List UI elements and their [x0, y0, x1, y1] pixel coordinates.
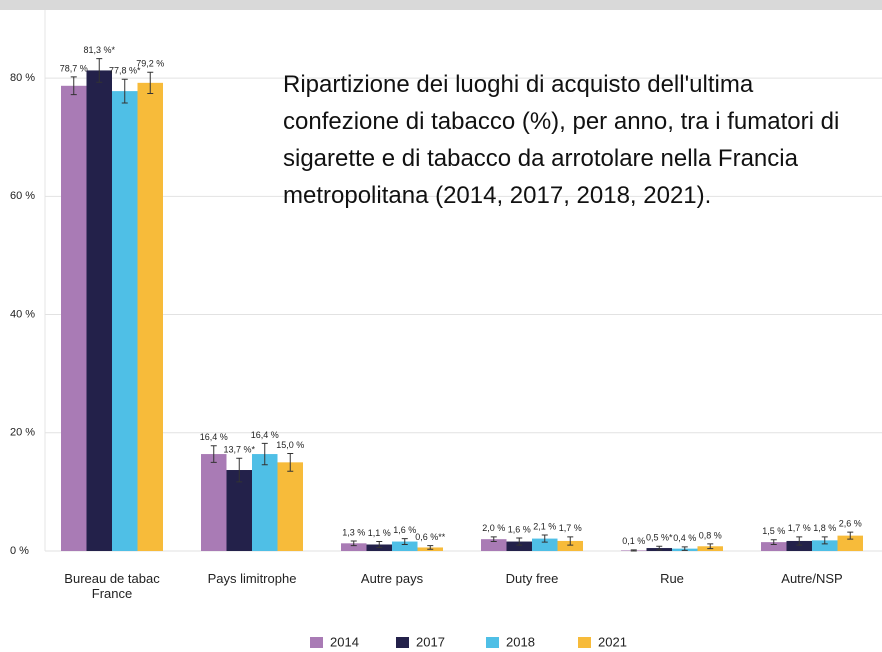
chart-title: Ripartizione dei luoghi di acquisto dell…: [283, 71, 840, 209]
legend-swatch: [578, 637, 591, 648]
legend-swatch: [486, 637, 499, 648]
error-bar: [656, 545, 663, 551]
x-tick-label: Bureau de tabac France: [64, 571, 160, 601]
error-bar: [541, 534, 548, 543]
error-bar: [147, 71, 154, 94]
y-tick-label: 40 %: [10, 308, 35, 320]
value-label: 1,1 %: [368, 528, 391, 538]
error-bar: [261, 442, 268, 466]
value-label: 1,7 %: [559, 523, 582, 533]
error-bar: [70, 76, 77, 96]
error-bar: [376, 541, 383, 548]
error-bar: [516, 537, 523, 546]
error-bar: [210, 445, 217, 463]
value-label: 1,6 %: [393, 525, 416, 535]
bar: [392, 541, 418, 551]
error-bar: [770, 539, 777, 545]
value-label: 2,0 %: [482, 523, 505, 533]
error-bar: [630, 549, 637, 552]
error-bar: [567, 536, 574, 546]
value-label: 0,1 %: [622, 536, 645, 546]
bar: [532, 538, 558, 551]
bar: [201, 454, 227, 551]
value-label: 16,4 %: [200, 432, 228, 442]
legend-swatch: [396, 637, 409, 648]
top-bar: [0, 0, 882, 10]
legend-label: 2014: [330, 634, 359, 649]
legend-label: 2018: [506, 634, 535, 649]
error-bar: [121, 78, 128, 104]
x-tick-label: Rue: [660, 571, 684, 586]
bar: [506, 541, 532, 551]
value-label: 1,7 %: [788, 523, 811, 533]
value-label: 13,7 %*: [223, 445, 255, 455]
error-bar: [287, 452, 294, 472]
x-tick-label: Pays limitrophe: [207, 571, 297, 586]
bar: [277, 462, 303, 551]
value-label: 1,6 %: [508, 524, 531, 534]
value-label: 0,5 %*: [646, 533, 673, 543]
y-tick-label: 20 %: [10, 427, 35, 439]
error-bar: [821, 536, 828, 545]
bar: [812, 540, 838, 551]
error-bar: [236, 457, 243, 483]
error-bar: [847, 531, 854, 540]
value-label: 2,1 %: [533, 521, 556, 531]
x-tick-label: Autre pays: [360, 571, 424, 586]
legend-label: 2017: [416, 634, 445, 649]
bar: [137, 82, 163, 551]
bar: [226, 470, 252, 551]
error-bar: [401, 538, 408, 545]
value-label: 0,6 %**: [415, 532, 446, 542]
bar: [837, 535, 863, 551]
error-bar: [681, 546, 688, 551]
value-label: 1,5 %: [762, 526, 785, 536]
x-tick-label: Autre/NSP: [781, 571, 843, 586]
x-tick-label: Duty free: [505, 571, 559, 586]
value-label: 15,0 %: [276, 440, 304, 450]
error-bar: [796, 536, 803, 546]
value-label: 1,3 %: [342, 527, 365, 537]
bar: [786, 540, 812, 551]
value-label: 1,8 %: [813, 523, 836, 533]
y-tick-label: 80 %: [10, 72, 35, 84]
bar: [341, 543, 367, 551]
error-bar: [490, 536, 497, 543]
legend-label: 2021: [598, 634, 627, 649]
value-label: 16,4 %: [251, 430, 279, 440]
bar: [252, 454, 278, 551]
value-label: 0,8 %: [699, 530, 722, 540]
y-tick-label: 0 %: [10, 545, 29, 557]
bar: [86, 70, 112, 551]
legend-swatch: [310, 637, 323, 648]
value-label: 77,8 %*: [109, 66, 141, 76]
error-bar: [350, 540, 357, 547]
bar: [557, 540, 583, 551]
bar: [112, 91, 138, 552]
bar: [61, 85, 87, 551]
bar: [481, 539, 507, 551]
value-label: 0,4 %: [673, 533, 696, 543]
value-label: 78,7 %: [60, 63, 88, 73]
bar: [761, 542, 787, 551]
value-label: 81,3 %*: [83, 45, 115, 55]
y-tick-label: 60 %: [10, 190, 35, 202]
value-label: 2,6 %: [839, 518, 862, 528]
error-bar: [427, 545, 434, 550]
value-label: 79,2 %: [136, 59, 164, 69]
error-bar: [707, 543, 714, 550]
error-bar: [96, 58, 103, 83]
